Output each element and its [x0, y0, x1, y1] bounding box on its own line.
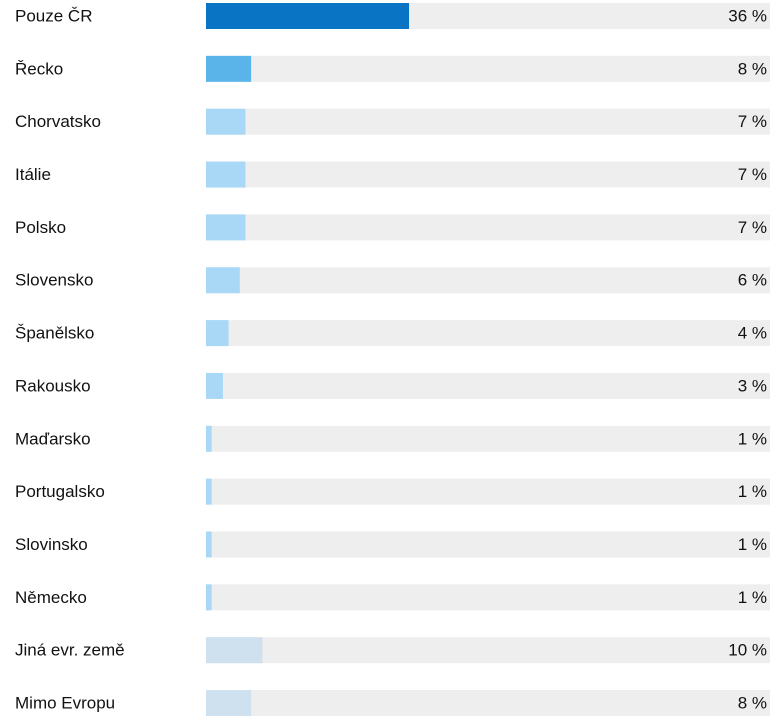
- bar: [206, 690, 252, 716]
- bar-track: [206, 637, 770, 664]
- bar: [206, 267, 240, 294]
- bar: [206, 108, 246, 135]
- bar-track: [206, 55, 770, 82]
- category-label: Pouze ČR: [15, 6, 92, 25]
- category-label: Řecko: [15, 59, 63, 78]
- category-label: Polsko: [15, 218, 66, 237]
- value-label: 6 %: [738, 271, 767, 290]
- value-label: 1 %: [738, 588, 767, 607]
- category-label: Španělsko: [15, 324, 94, 343]
- category-label: Itálie: [15, 165, 51, 184]
- value-label: 7 %: [738, 165, 767, 184]
- value-label: 1 %: [738, 429, 767, 448]
- bar: [206, 3, 410, 29]
- category-label: Mimo Evropu: [15, 694, 115, 713]
- bar: [206, 584, 212, 611]
- bar: [206, 214, 246, 241]
- bar: [206, 478, 212, 505]
- value-label: 1 %: [738, 535, 767, 554]
- value-label: 7 %: [738, 218, 767, 237]
- bar-track: [206, 372, 770, 399]
- category-label: Slovinsko: [15, 535, 88, 554]
- category-label: Německo: [15, 588, 87, 607]
- bar: [206, 372, 223, 399]
- bar-track: [206, 584, 770, 611]
- bar-track: [206, 214, 770, 241]
- value-label: 8 %: [738, 694, 767, 713]
- bar-track: [206, 478, 770, 505]
- category-label: Slovensko: [15, 271, 93, 290]
- value-label: 3 %: [738, 376, 767, 395]
- category-label: Jiná evr. země: [15, 641, 125, 660]
- value-label: 1 %: [738, 482, 767, 501]
- bar: [206, 161, 246, 188]
- value-label: 4 %: [738, 324, 767, 343]
- bar-track: [206, 267, 770, 294]
- value-label: 8 %: [738, 59, 767, 78]
- value-label: 7 %: [738, 112, 767, 131]
- bar-track: [206, 161, 770, 188]
- category-label: Portugalsko: [15, 482, 105, 501]
- value-label: 36 %: [728, 6, 767, 25]
- value-label: 10 %: [728, 641, 767, 660]
- bar-track: [206, 320, 770, 347]
- category-label: Chorvatsko: [15, 112, 101, 131]
- bar: [206, 531, 212, 558]
- category-label: Maďarsko: [15, 429, 91, 448]
- bar-track: [206, 108, 770, 135]
- bar-track: [206, 690, 770, 716]
- bar-track: [206, 425, 770, 452]
- bar: [206, 55, 252, 82]
- category-label: Rakousko: [15, 376, 91, 395]
- bar-track: [206, 531, 770, 558]
- bar: [206, 637, 263, 664]
- bar: [206, 425, 212, 452]
- bar: [206, 320, 229, 347]
